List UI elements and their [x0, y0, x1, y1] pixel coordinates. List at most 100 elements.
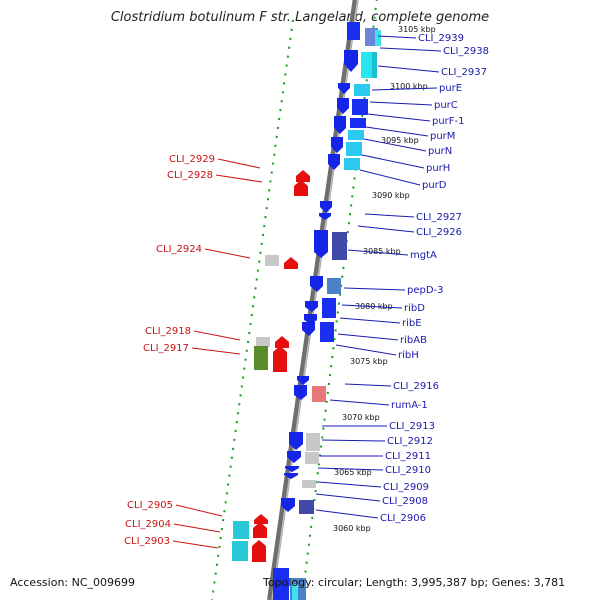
gene-label[interactable]: CLI_2903: [124, 536, 170, 547]
leader-line: [217, 158, 261, 169]
gene-features: [232, 22, 381, 600]
gene-label[interactable]: CLI_2905: [127, 500, 173, 511]
leader-line: [315, 493, 381, 502]
gene-label[interactable]: CLI_2906: [380, 513, 426, 524]
leader-line: [365, 126, 429, 137]
gene-label[interactable]: CLI_2910: [385, 465, 431, 476]
gene-label[interactable]: purE: [439, 83, 462, 94]
leader-line: [191, 347, 241, 355]
leader-line: [204, 248, 251, 259]
gene-label[interactable]: ribH: [398, 350, 419, 361]
gene-mgtA[interactable]: [314, 230, 347, 260]
leader-line: [377, 35, 417, 39]
leader-line: [344, 383, 392, 387]
gene-cli2928[interactable]: [294, 180, 308, 196]
gene-label[interactable]: CLI_2937: [441, 67, 487, 78]
gene-label[interactable]: CLI_2938: [443, 46, 489, 57]
gene-label[interactable]: ribE: [402, 318, 422, 329]
leader-line: [315, 509, 379, 519]
leader-line: [343, 287, 406, 291]
gene-label[interactable]: CLI_2927: [416, 212, 462, 223]
leader-lines: [172, 35, 442, 549]
scale-tick-label: 3100 kbp: [390, 82, 428, 91]
gene-cli2927[interactable]: [319, 201, 332, 220]
scale-tick-label: 3090 kbp: [372, 191, 410, 200]
gene-label[interactable]: CLI_2912: [387, 436, 433, 447]
gene-label[interactable]: purF-1: [432, 116, 465, 127]
leader-line: [335, 344, 397, 356]
gene-label[interactable]: CLI_2929: [169, 154, 215, 165]
scale-tick-label: 3075 kbp: [350, 357, 388, 366]
scale-tick-label: 3105 kbp: [398, 25, 436, 34]
gene-label[interactable]: pepD-3: [407, 285, 444, 296]
gene-label[interactable]: purC: [434, 100, 458, 111]
gene-label[interactable]: CLI_2911: [385, 451, 431, 462]
gene-label[interactable]: purD: [422, 180, 447, 191]
gene-label[interactable]: CLI_2924: [156, 244, 202, 255]
gene-cli2912[interactable]: [287, 432, 320, 464]
gene-label[interactable]: CLI_2939: [418, 33, 464, 44]
scale-tick-label: 3070 kbp: [342, 413, 380, 422]
leader-line: [377, 65, 440, 73]
gene-cli2939[interactable]: [347, 22, 381, 46]
leader-line: [367, 113, 431, 122]
leader-line: [175, 504, 223, 517]
map-title: Clostridium botulinum F str. Langeland, …: [110, 10, 490, 25]
leader-line: [215, 174, 263, 183]
gene-cli2906[interactable]: [281, 498, 314, 514]
leader-line: [363, 138, 427, 152]
gene-label[interactable]: CLI_2913: [389, 421, 435, 432]
gene-cli2916[interactable]: [294, 376, 326, 402]
gene-label[interactable]: CLI_2908: [382, 496, 428, 507]
gene-label[interactable]: CLI_2918: [145, 326, 191, 337]
leader-line: [347, 249, 409, 256]
gene-cli2905[interactable]: [232, 514, 268, 562]
gene-label[interactable]: CLI_2917: [143, 343, 189, 354]
gene-label[interactable]: CLI_2909: [383, 482, 429, 493]
gene-labels: CLI_2939 CLI_2938 CLI_2937 purE purC purF-1 pu…: [124, 33, 489, 547]
gene-pepD[interactable]: [310, 276, 341, 294]
leader-line: [341, 304, 403, 309]
gene-label[interactable]: purM: [430, 131, 455, 142]
leader-line: [359, 169, 421, 186]
gene-rib-cluster[interactable]: [302, 298, 336, 342]
gene-label[interactable]: rumA-1: [391, 400, 428, 411]
leader-line: [369, 101, 433, 106]
gene-label[interactable]: ribAB: [400, 335, 427, 346]
gene-label[interactable]: purH: [426, 163, 450, 174]
leader-line: [364, 213, 415, 218]
gene-cli2909[interactable]: [284, 466, 316, 488]
leader-line: [371, 87, 438, 91]
leader-line: [379, 47, 442, 52]
gene-label[interactable]: mgtA: [410, 250, 437, 261]
gene-pur-cluster[interactable]: [328, 83, 370, 170]
gene-label[interactable]: CLI_2916: [393, 381, 439, 392]
gene-label[interactable]: CLI_2928: [167, 170, 213, 181]
gene-cli2924[interactable]: [265, 255, 298, 269]
gene-cli2918[interactable]: [254, 336, 289, 372]
leader-line: [339, 317, 401, 324]
gene-cli2938[interactable]: [344, 50, 377, 78]
scale-tick-label: 3095 kbp: [381, 136, 419, 145]
gene-cli2929[interactable]: [296, 170, 310, 182]
topology-text: Topology: circular; Length: 3,995,387 bp…: [263, 576, 566, 589]
gene-bottom[interactable]: [273, 568, 306, 600]
leader-line: [172, 540, 219, 549]
leader-line: [357, 225, 415, 233]
leader-line: [317, 467, 384, 471]
gene-label[interactable]: ribD: [404, 303, 425, 314]
scale-tick-label: 3065 kbp: [334, 468, 372, 477]
leader-line: [317, 481, 382, 488]
gene-label[interactable]: CLI_2904: [125, 519, 171, 530]
leader-line: [193, 330, 241, 341]
guide-outer-right: [301, 0, 378, 600]
gene-label[interactable]: purN: [428, 146, 452, 157]
leader-line: [329, 399, 390, 406]
leader-line: [361, 154, 425, 169]
accession-text: Accession: NC_009699: [10, 576, 136, 589]
scale-tick-label: 3085 kbp: [363, 247, 401, 256]
gene-label[interactable]: CLI_2926: [416, 227, 462, 238]
scale-tick-label: 3060 kbp: [333, 524, 371, 533]
strand-guides: [211, 0, 378, 600]
